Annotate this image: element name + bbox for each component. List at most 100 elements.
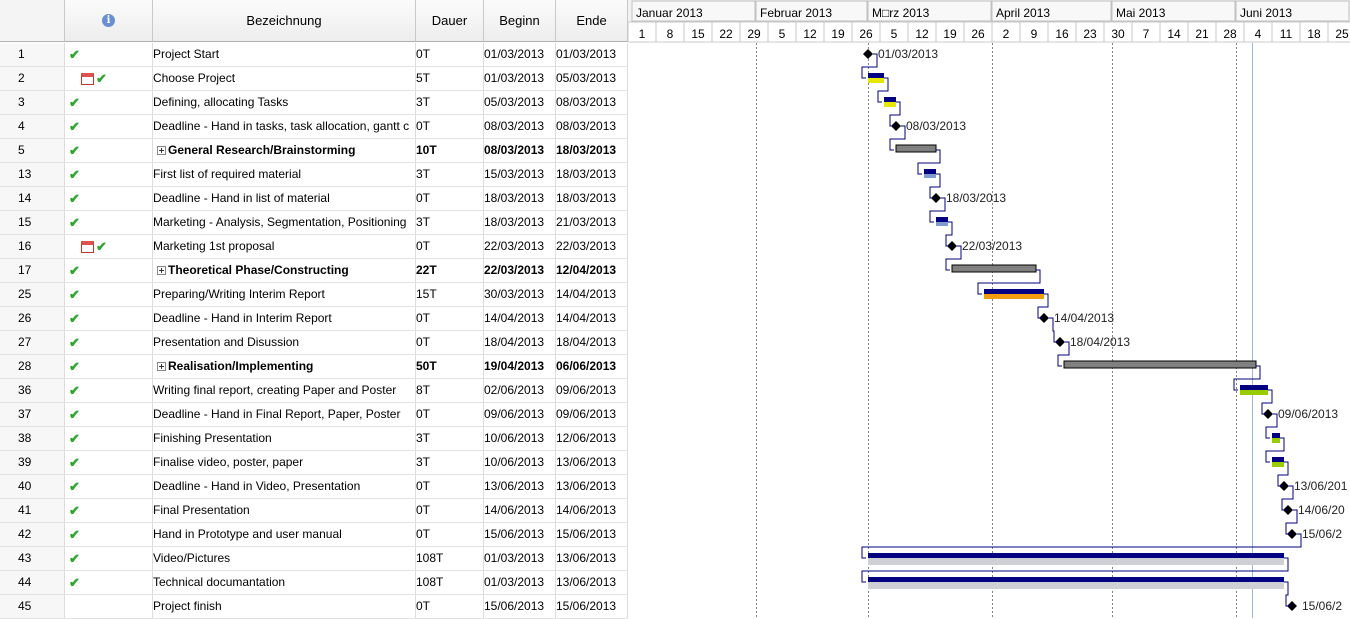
task-duration[interactable]: 0T bbox=[416, 499, 484, 522]
task-end[interactable]: 15/06/2013 bbox=[556, 595, 628, 618]
task-row[interactable]: 26 ✔ Deadline - Hand in Interim Report 0T 14… bbox=[0, 307, 628, 331]
expand-icon[interactable] bbox=[157, 362, 166, 371]
task-duration[interactable]: 22T bbox=[416, 259, 484, 282]
task-duration[interactable]: 10T bbox=[416, 139, 484, 162]
task-start[interactable]: 18/03/2013 bbox=[484, 187, 556, 210]
task-bar[interactable] bbox=[884, 97, 896, 102]
task-start[interactable]: 30/03/2013 bbox=[484, 283, 556, 306]
task-row[interactable]: 28 ✔ Realisation/Implementing 50T 19/04/2013… bbox=[0, 355, 628, 379]
task-bar[interactable] bbox=[924, 169, 936, 174]
task-start[interactable]: 18/04/2013 bbox=[484, 331, 556, 354]
task-row[interactable]: 25 ✔ Preparing/Writing Interim Report 15T 30… bbox=[0, 283, 628, 307]
task-name[interactable]: Hand in Prototype and user manual bbox=[153, 523, 416, 546]
task-row[interactable]: 37 ✔ Deadline - Hand in Final Report, Pape… bbox=[0, 403, 628, 427]
task-start[interactable]: 01/03/2013 bbox=[484, 547, 556, 570]
milestone-marker[interactable] bbox=[1263, 409, 1273, 419]
task-row[interactable]: 42 ✔ Hand in Prototype and user manual 0T 15… bbox=[0, 523, 628, 547]
task-start[interactable]: 18/03/2013 bbox=[484, 211, 556, 234]
milestone-marker[interactable] bbox=[1279, 481, 1289, 491]
task-name[interactable]: Finalise video, poster, paper bbox=[153, 451, 416, 474]
month-header-cell[interactable] bbox=[867, 0, 992, 22]
task-duration[interactable]: 108T bbox=[416, 547, 484, 570]
task-duration[interactable]: 0T bbox=[416, 595, 484, 618]
task-duration[interactable]: 8T bbox=[416, 379, 484, 402]
task-duration[interactable]: 0T bbox=[416, 115, 484, 138]
milestone-marker[interactable] bbox=[947, 241, 957, 251]
task-name[interactable]: Deadline - Hand in Video, Presentation bbox=[153, 475, 416, 498]
task-row[interactable]: 2 ✔ Choose Project 5T 01/03/2013 05/03/2013 bbox=[0, 67, 628, 91]
task-row[interactable]: 14 ✔ Deadline - Hand in list of material 0T… bbox=[0, 187, 628, 211]
task-start[interactable]: 14/06/2013 bbox=[484, 499, 556, 522]
task-name[interactable]: Finishing Presentation bbox=[153, 427, 416, 450]
task-duration[interactable]: 15T bbox=[416, 283, 484, 306]
milestone-marker[interactable] bbox=[931, 193, 941, 203]
task-start[interactable]: 22/03/2013 bbox=[484, 235, 556, 258]
task-start[interactable]: 15/06/2013 bbox=[484, 595, 556, 618]
task-row[interactable]: 1 ✔ Project Start 0T 01/03/2013 01/03/2013 bbox=[0, 43, 628, 67]
task-bar[interactable] bbox=[936, 217, 948, 222]
task-end[interactable]: 09/06/2013 bbox=[556, 403, 628, 426]
task-duration[interactable]: 0T bbox=[416, 523, 484, 546]
month-header-cell[interactable] bbox=[1111, 0, 1236, 22]
task-row[interactable]: 43 ✔ Video/Pictures 108T 01/03/2013 13/06/201… bbox=[0, 547, 628, 571]
task-name[interactable]: Theoretical Phase/Constructing bbox=[153, 259, 416, 282]
task-end[interactable]: 08/03/2013 bbox=[556, 115, 628, 138]
task-name[interactable]: Writing final report, creating Paper and… bbox=[153, 379, 416, 402]
task-name[interactable]: General Research/Brainstorming bbox=[153, 139, 416, 162]
task-bar[interactable] bbox=[868, 73, 884, 78]
task-duration[interactable]: 5T bbox=[416, 67, 484, 90]
task-start[interactable]: 22/03/2013 bbox=[484, 259, 556, 282]
task-duration[interactable]: 3T bbox=[416, 211, 484, 234]
task-name[interactable]: Realisation/Implementing bbox=[153, 355, 416, 378]
task-start[interactable]: 13/06/2013 bbox=[484, 475, 556, 498]
task-end[interactable]: 12/06/2013 bbox=[556, 427, 628, 450]
milestone-marker[interactable] bbox=[1283, 505, 1293, 515]
task-name[interactable]: Presentation and Disussion bbox=[153, 331, 416, 354]
task-name[interactable]: Marketing - Analysis, Segmentation, Posi… bbox=[153, 211, 416, 234]
month-header-cell[interactable] bbox=[1235, 0, 1350, 22]
task-duration[interactable]: 0T bbox=[416, 307, 484, 330]
task-duration[interactable]: 0T bbox=[416, 43, 484, 66]
task-row[interactable]: 45 Project finish 0T 15/06/2013 15/06/2013 bbox=[0, 595, 628, 619]
task-duration[interactable]: 50T bbox=[416, 355, 484, 378]
info-column-header[interactable]: i bbox=[65, 0, 153, 42]
task-end[interactable]: 13/06/2013 bbox=[556, 571, 628, 594]
summary-bar[interactable] bbox=[1063, 360, 1257, 369]
task-name[interactable]: Project Start bbox=[153, 43, 416, 66]
task-name[interactable]: Preparing/Writing Interim Report bbox=[153, 283, 416, 306]
task-bar[interactable] bbox=[1272, 433, 1280, 438]
task-row[interactable]: 27 ✔ Presentation and Disussion 0T 18/04/201… bbox=[0, 331, 628, 355]
task-start[interactable]: 08/03/2013 bbox=[484, 115, 556, 138]
task-duration[interactable]: 0T bbox=[416, 403, 484, 426]
task-end[interactable]: 13/06/2013 bbox=[556, 475, 628, 498]
task-start[interactable]: 01/03/2013 bbox=[484, 43, 556, 66]
task-name[interactable]: Video/Pictures bbox=[153, 547, 416, 570]
task-row[interactable]: 40 ✔ Deadline - Hand in Video, Presentatio… bbox=[0, 475, 628, 499]
month-header-cell[interactable] bbox=[991, 0, 1112, 22]
task-name[interactable]: Deadline - Hand in list of material bbox=[153, 187, 416, 210]
task-row[interactable]: 36 ✔ Writing final report, creating Paper … bbox=[0, 379, 628, 403]
task-row[interactable]: 38 ✔ Finishing Presentation 3T 10/06/2013 12/… bbox=[0, 427, 628, 451]
task-row[interactable]: 3 ✔ Defining, allocating Tasks 3T 05/03/2013… bbox=[0, 91, 628, 115]
milestone-marker[interactable] bbox=[863, 49, 873, 59]
task-bar[interactable] bbox=[1272, 457, 1284, 462]
task-name[interactable]: Deadline - Hand in tasks, task allocatio… bbox=[153, 115, 416, 138]
task-row[interactable]: 5 ✔ General Research/Brainstorming 10T 08/03… bbox=[0, 139, 628, 163]
task-end[interactable]: 14/04/2013 bbox=[556, 307, 628, 330]
task-bar[interactable] bbox=[1240, 385, 1268, 390]
task-start[interactable]: 19/04/2013 bbox=[484, 355, 556, 378]
task-duration[interactable]: 3T bbox=[416, 163, 484, 186]
task-end[interactable]: 21/03/2013 bbox=[556, 211, 628, 234]
task-duration[interactable]: 108T bbox=[416, 571, 484, 594]
task-name[interactable]: Deadline - Hand in Interim Report bbox=[153, 307, 416, 330]
id-column-header[interactable] bbox=[0, 0, 65, 42]
task-duration[interactable]: 0T bbox=[416, 235, 484, 258]
task-start[interactable]: 09/06/2013 bbox=[484, 403, 556, 426]
task-bar[interactable] bbox=[868, 553, 1284, 558]
task-end[interactable]: 01/03/2013 bbox=[556, 43, 628, 66]
task-row[interactable]: 41 ✔ Final Presentation 0T 14/06/2013 14/06/2… bbox=[0, 499, 628, 523]
task-end[interactable]: 18/03/2013 bbox=[556, 163, 628, 186]
task-row[interactable]: 39 ✔ Finalise video, poster, paper 3T 10/06/… bbox=[0, 451, 628, 475]
task-name[interactable]: Final Presentation bbox=[153, 499, 416, 522]
task-duration[interactable]: 0T bbox=[416, 331, 484, 354]
